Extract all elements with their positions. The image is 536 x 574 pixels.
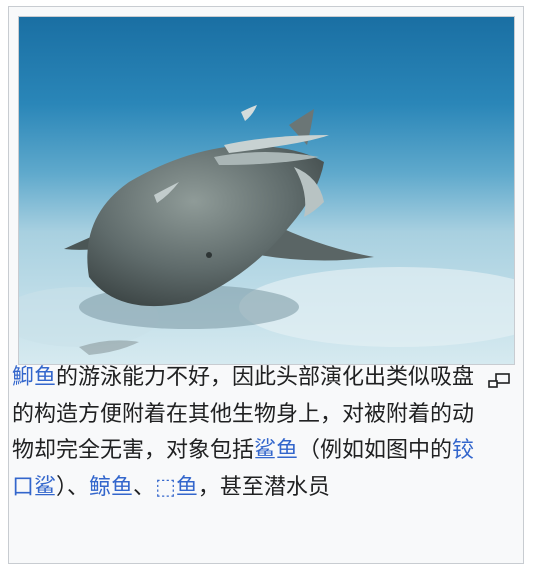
caption-text: 、	[133, 474, 156, 500]
image-caption: 鮣鱼的游泳能力不好，因此头部演化出类似吸盘的构造方便附着在其他生物身上，对被附着…	[12, 360, 482, 506]
caption-link[interactable]: 鲸鱼	[89, 474, 134, 500]
nurse-shark-with-remoras-image	[19, 17, 514, 364]
caption-text: ，甚至潜水员	[197, 474, 330, 500]
caption-link[interactable]: ⬚鱼	[155, 474, 198, 500]
caption-text: ）、	[56, 474, 90, 500]
caption-text: （例如如图中的	[298, 438, 453, 463]
magnify-clip-icon[interactable]	[487, 372, 511, 390]
image-thumbnail-frame	[8, 6, 524, 564]
caption-link[interactable]: 铰口鲨	[12, 438, 475, 500]
caption-text: 的游泳能力不好，因此头部演化出类似吸盘的构造方便附着在其他生物身上，对被附着的动…	[12, 365, 475, 463]
caption-link[interactable]: 鮣鱼	[12, 365, 57, 390]
shark-photo[interactable]	[18, 16, 515, 365]
caption-link[interactable]: 鲨鱼	[254, 438, 299, 463]
